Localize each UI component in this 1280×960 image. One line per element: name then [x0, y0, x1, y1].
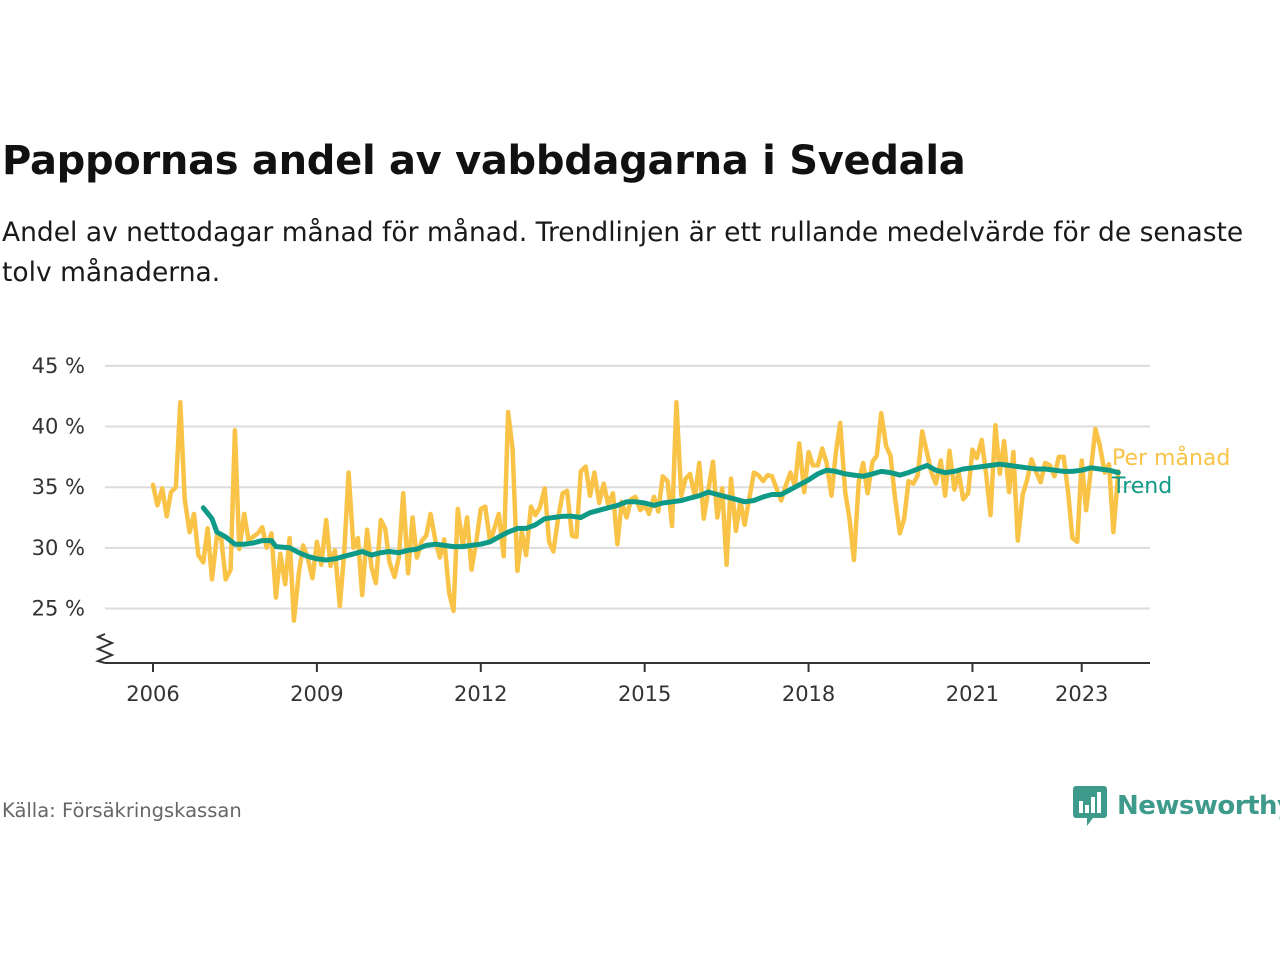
x-tick-label: 2012 [454, 682, 507, 706]
x-tick-label: 2023 [1055, 682, 1108, 706]
legend: Per månad Trend [1111, 445, 1230, 499]
x-tick-label: 2021 [946, 682, 999, 706]
y-axis: 25 % 30 % 35 % 40 % 45 % [32, 354, 115, 664]
x-axis: 2006 2009 2012 2015 2018 2021 2023 [105, 662, 1150, 706]
series-line-per-manad [150, 400, 1121, 623]
x-tick-label: 2006 [126, 682, 179, 706]
axis-break-marker [95, 633, 115, 664]
y-tick-label: 35 % [32, 475, 85, 499]
legend-label-trend: Trend [1111, 474, 1172, 499]
x-tick-label: 2009 [290, 682, 343, 706]
x-tick-label: 2018 [782, 682, 835, 706]
series-line-trend [200, 461, 1121, 563]
legend-label-per-manad: Per månad [1112, 445, 1230, 471]
line-chart: 25 % 30 % 35 % 40 % 45 % 2006 2009 2012 2015 201… [32, 354, 1231, 706]
brand-logo: Newsworthy [1073, 786, 1280, 826]
chart-subtitle: Andel av nettodagar månad för månad. Tre… [2, 217, 1244, 288]
newsworthy-chart-bubble-icon [1073, 786, 1107, 826]
series-lines [150, 400, 1121, 623]
y-tick-label: 25 % [32, 597, 85, 621]
y-tick-label: 40 % [32, 415, 85, 439]
y-tick-label: 30 % [32, 536, 85, 560]
x-tick-label: 2015 [618, 682, 671, 706]
brand-name: Newsworthy [1117, 791, 1280, 821]
chart-title: Pappornas andel av vabbdagarna i Svedala [2, 138, 966, 184]
source-note: Källa: Försäkringskassan [2, 799, 242, 822]
y-tick-label: 45 % [32, 354, 85, 378]
